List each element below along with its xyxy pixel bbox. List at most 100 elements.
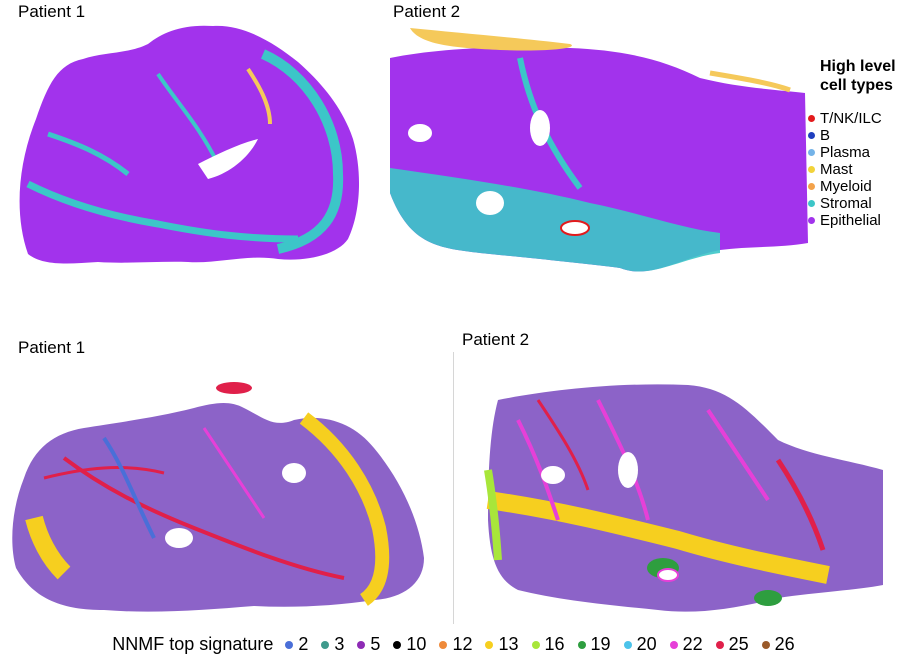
nnmf-legend-label: 20 [636,634,657,654]
legend-dot-icon [808,132,815,139]
legend-dot-icon [808,200,815,207]
stromal-region [390,168,720,272]
lumen [165,528,193,548]
stromal-band [260,49,344,254]
legend-label: Plasma [820,144,871,161]
legend-label: B [820,127,831,144]
legend-dot-icon [485,640,494,649]
nnmf-legend-item: 5 [357,634,380,655]
lumen [476,191,504,215]
lumen [530,110,550,146]
nnmf-legend-label: 16 [544,634,565,654]
nnmf-base-region [12,403,425,612]
nnmf-legend-item: 26 [761,634,795,655]
legend-dot-icon [357,640,366,649]
legend-dot-icon [531,640,540,649]
legend-dot-icon [808,183,815,190]
nnmf-patch [754,590,782,606]
legend-dot-icon [761,640,770,649]
cell-type-legend-title: High level cell types [820,57,896,95]
nnmf-legend-label: 3 [334,634,345,654]
nnmf-legend-item: 16 [531,634,565,655]
legend-dot-icon [715,640,724,649]
legend-item: Epithelial [808,212,882,229]
nnmf-legend-label: 13 [498,634,519,654]
legend-dot-icon [393,640,402,649]
legend-item: Stromal [808,195,882,212]
stromal-band [26,180,299,243]
legend-dot-icon [439,640,448,649]
legend-item: T/NK/ILC [808,110,882,127]
lumen [657,568,679,582]
legend-dot-icon [808,149,815,156]
panel-label-bottom-right: Patient 2 [462,330,530,349]
nnmf-legend-item: 19 [577,634,611,655]
legend-dot-icon [623,640,632,649]
panel-label-bottom-left: Patient 1 [18,338,86,357]
nnmf-band [775,458,826,551]
mast-patch [246,67,272,125]
panel-label-top-right: Patient 2 [393,2,461,21]
legend-label: Stromal [820,195,872,212]
lumen [198,139,258,179]
nnmf-legend-label: 25 [728,634,749,654]
nnmf-band [486,491,830,584]
nnmf-band [706,408,770,502]
nnmf-legend-item: 10 [393,634,426,655]
panel-label-top-left: Patient 1 [18,2,86,21]
nnmf-legend-item: 22 [669,634,703,655]
nnmf-legend-item: 12 [439,634,472,655]
legend-label: Mast [820,161,853,178]
legend-label: T/NK/ILC [820,110,882,127]
nnmf-band [62,456,345,580]
legend-label: Myeloid [820,178,872,195]
nnmf-legend-label: 2 [298,634,309,654]
legend-dot-icon [808,166,815,173]
epithelial-region [19,25,360,264]
legend-item: Mast [808,161,882,178]
nnmf-patch [216,382,252,394]
legend-dot-icon [669,640,678,649]
legend-dot-icon [808,217,815,224]
lumen [282,463,306,483]
nnmf-legend-item: 20 [623,634,657,655]
legend-item: B [808,127,882,144]
legend-dot-icon [808,115,815,122]
mast-patch [410,28,572,51]
nnmf-legend-item: 3 [321,634,344,655]
nnmf-legend: NNMF top signature 2 3 5 10 12 13 16 19 20 22 25 26 [0,634,920,655]
stromal-band [47,131,130,176]
legend-label: Epithelial [820,212,881,229]
lumen [408,124,432,142]
lumen [541,466,565,484]
legend-title-line: High level [820,58,896,75]
nnmf-legend-label: 19 [590,634,611,654]
nnmf-legend-label: 10 [406,634,427,654]
cell-type-legend: T/NK/ILC B Plasma Mast Myeloid Stromal Epithel… [808,110,882,229]
legend-item: Plasma [808,144,882,161]
legend-dot-icon [577,640,586,649]
nnmf-legend-item: 13 [485,634,519,655]
nnmf-band [43,466,165,480]
nnmf-base-region [488,384,883,612]
nnmf-legend-item: 2 [285,634,308,655]
tissue-map-patient2-celltypes [390,28,808,272]
nnmf-legend-label: 5 [370,634,381,654]
tissue-map-patient2-nnmf [484,384,883,612]
nnmf-band [484,469,502,561]
nnmf-legend-title: NNMF top signature [112,634,274,654]
lumen [560,220,590,236]
nnmf-legend-item: 25 [715,634,749,655]
mast-patch [709,70,791,93]
stromal-band [156,72,220,165]
nnmf-legend-label: 22 [682,634,703,654]
tissue-map-patient1-nnmf [12,382,425,612]
nnmf-band [536,399,590,491]
nnmf-legend-label: 26 [774,634,795,654]
nnmf-legend-label: 12 [452,634,473,654]
tissue-map-patient1-celltypes [19,25,360,264]
nnmf-band [25,515,71,580]
panel-divider [453,352,454,624]
legend-item: Myeloid [808,178,882,195]
nnmf-band [102,436,156,539]
